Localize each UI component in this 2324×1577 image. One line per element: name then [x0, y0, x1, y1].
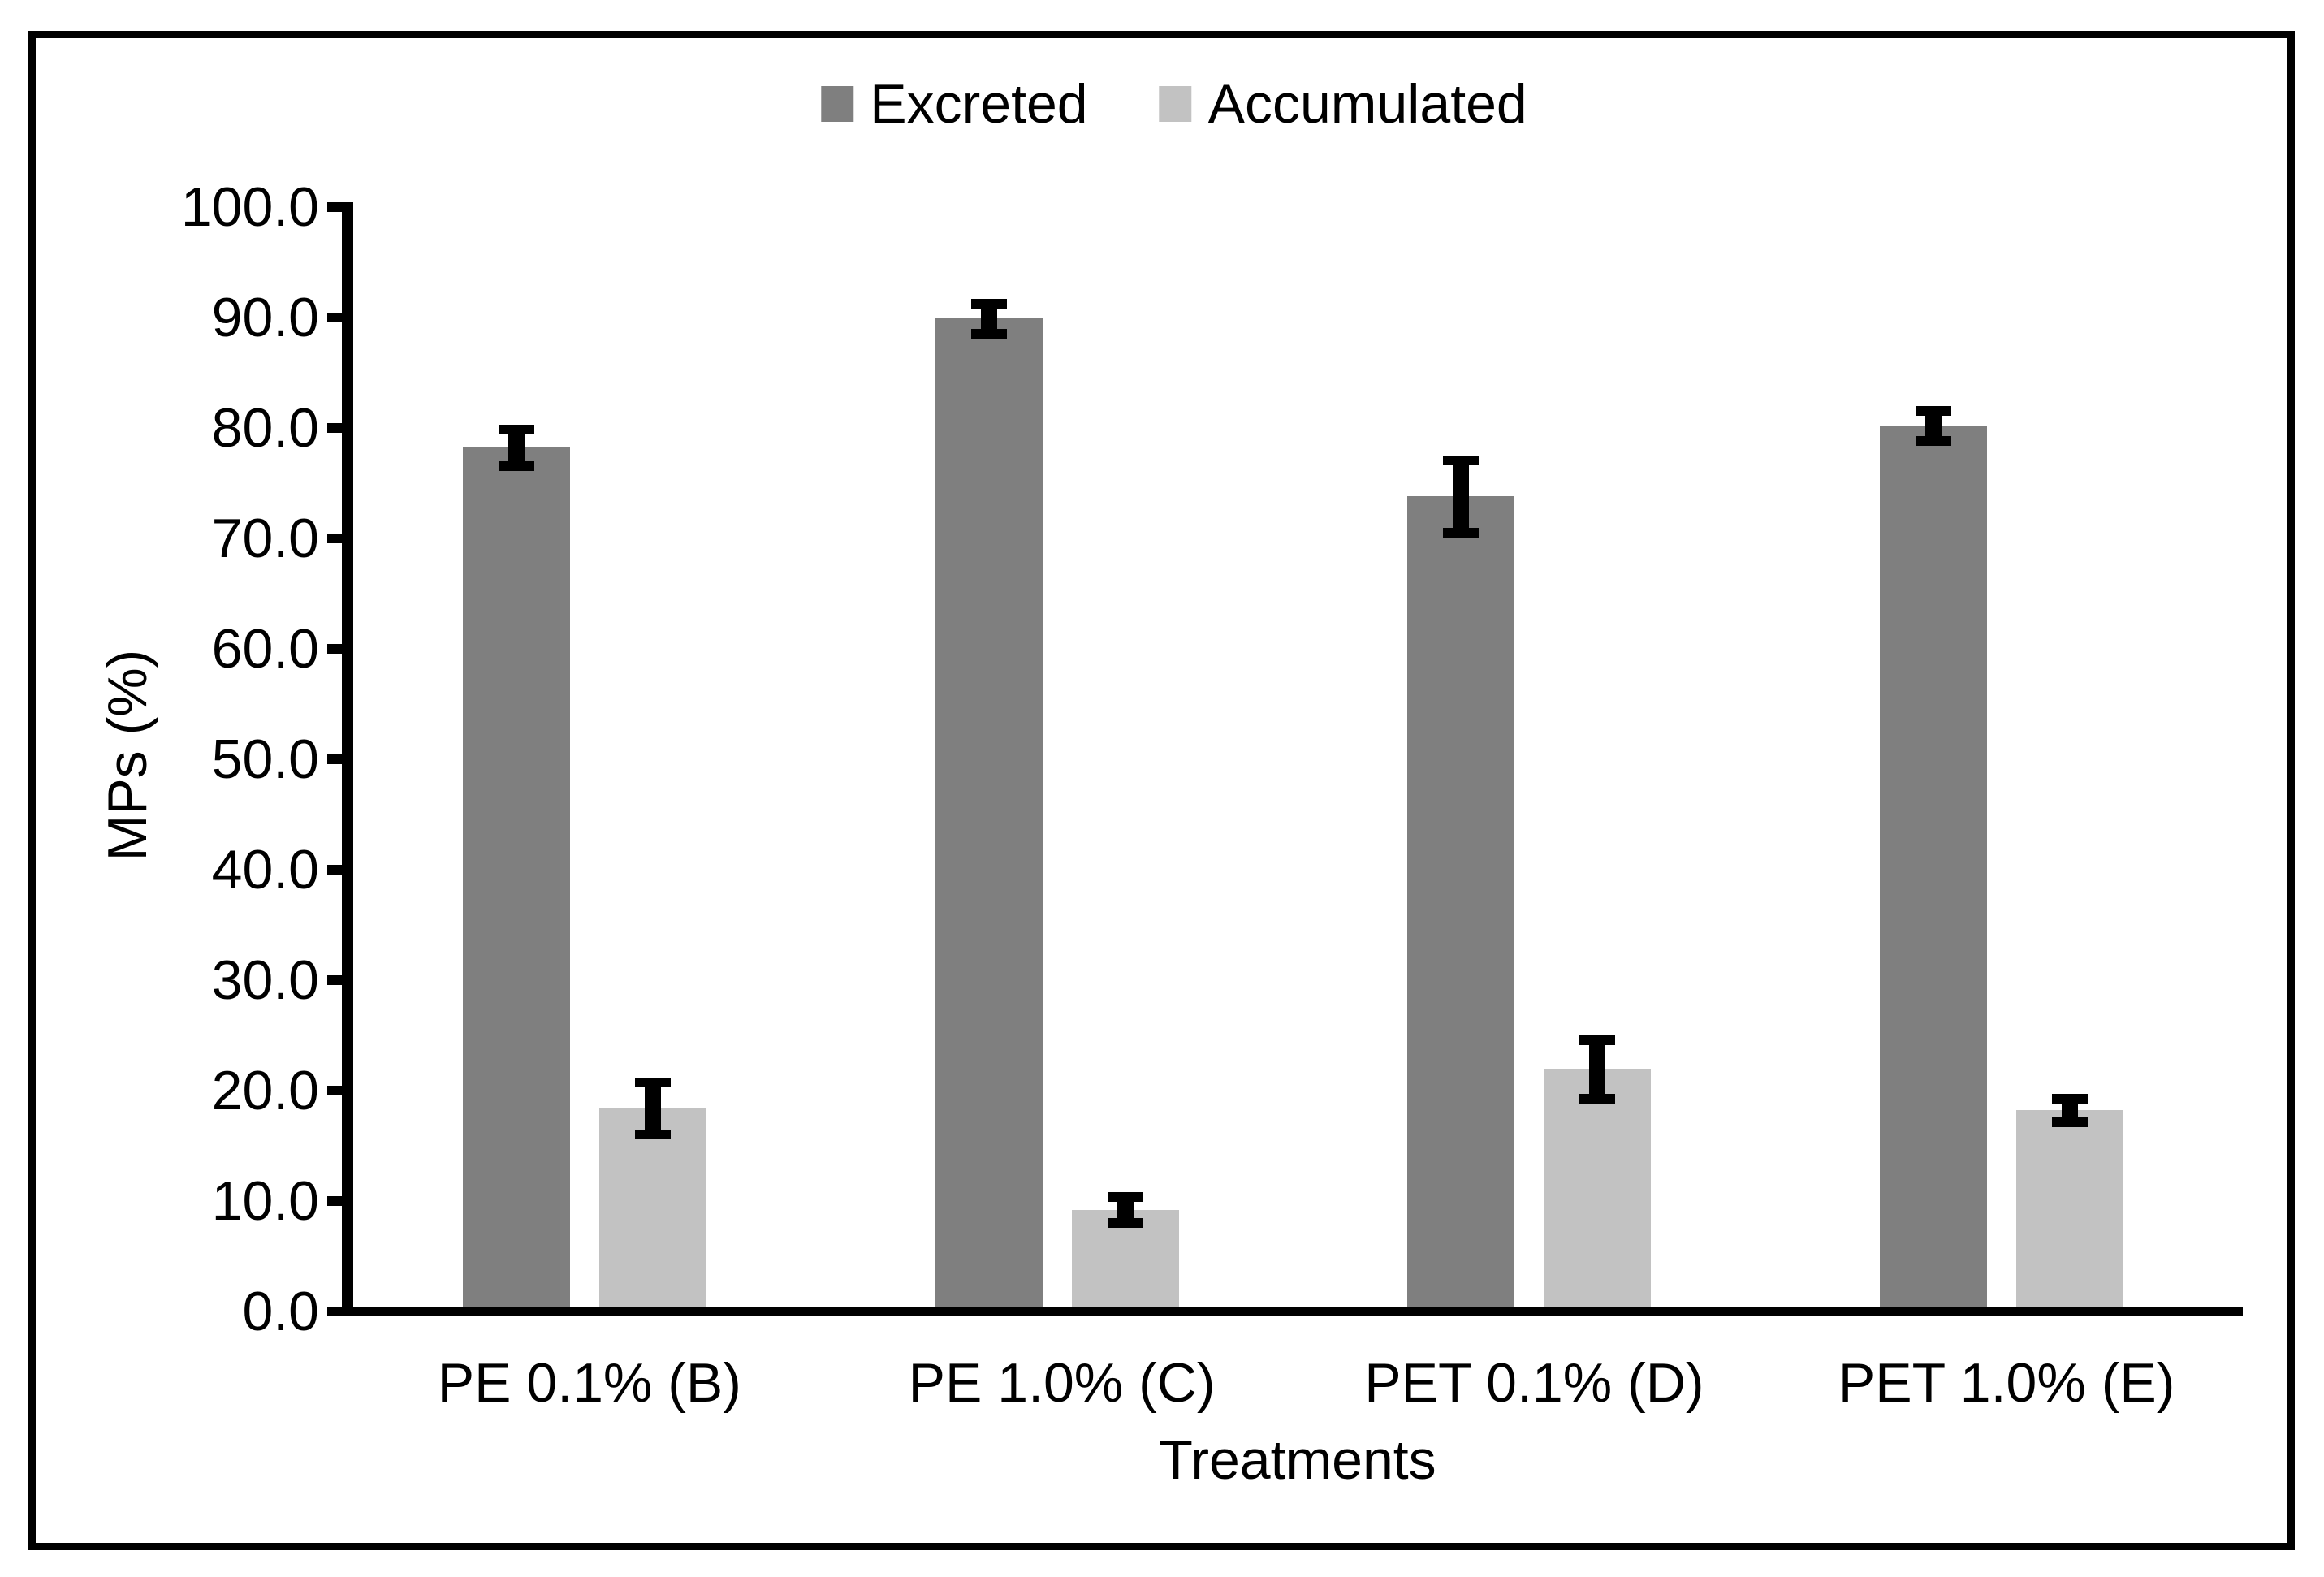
- legend-item-accumulated: Accumulated: [1159, 71, 1527, 136]
- error-bar-whisker: [1589, 1035, 1606, 1104]
- y-tick-mark: [327, 865, 353, 875]
- y-tick-mark: [327, 1086, 353, 1095]
- error-bar-cap-bottom: [1579, 1094, 1616, 1104]
- legend-swatch-excreted: [821, 86, 854, 122]
- y-tick-mark: [327, 534, 353, 543]
- y-tick-label: 30.0: [211, 949, 319, 1011]
- y-tick-label: 80.0: [211, 397, 319, 459]
- bar-excreted-1: [462, 447, 570, 1311]
- y-tick-mark: [327, 313, 353, 322]
- y-tick-mark: [327, 1307, 353, 1316]
- bar-excreted-3: [1407, 496, 1515, 1311]
- error-bar-whisker: [508, 424, 525, 472]
- bar-accumulated-4: [2016, 1110, 2124, 1311]
- error-bar-cap-bottom: [2052, 1117, 2089, 1127]
- y-tick-mark: [327, 202, 353, 212]
- y-tick-mark: [327, 975, 353, 985]
- x-category-label: PET 0.1% (D): [1364, 1352, 1704, 1414]
- error-bar-cap-bottom: [634, 1129, 671, 1139]
- legend-swatch-accumulated: [1159, 86, 1192, 122]
- error-bar-cap-top: [634, 1077, 671, 1087]
- error-bar-whisker: [1925, 405, 1942, 446]
- error-bar-whisker: [644, 1077, 661, 1139]
- chart-legend: Excreted Accumulated: [821, 71, 1527, 136]
- error-bar-whisker: [1453, 456, 1470, 538]
- y-tick-mark: [327, 423, 353, 433]
- x-axis-line: [342, 1307, 2243, 1316]
- x-category-label: PET 1.0% (E): [1838, 1352, 2175, 1414]
- error-bar-cap-top: [1916, 405, 1952, 416]
- x-category-label: PE 0.1% (B): [437, 1352, 741, 1414]
- y-tick-label: 90.0: [211, 287, 319, 348]
- error-bar-cap-bottom: [1443, 527, 1479, 538]
- legend-label: Excreted: [870, 73, 1088, 135]
- y-tick-label: 60.0: [211, 618, 319, 680]
- bar-accumulated-3: [1544, 1069, 1652, 1311]
- y-tick-label: 20.0: [211, 1060, 319, 1121]
- error-bar-cap-top: [2052, 1094, 2089, 1104]
- error-bar-cap-top: [1443, 456, 1479, 465]
- bar-accumulated-1: [598, 1108, 706, 1311]
- error-bar-cap-bottom: [498, 461, 534, 472]
- x-axis-title: Treatments: [1159, 1429, 1436, 1491]
- error-bar-cap-bottom: [1107, 1217, 1143, 1228]
- x-category-label: PE 1.0% (C): [908, 1352, 1216, 1414]
- bar-excreted-4: [1880, 426, 1988, 1311]
- legend-item-excreted: Excreted: [821, 71, 1088, 136]
- y-tick-mark: [327, 644, 353, 654]
- bar-excreted-2: [935, 318, 1043, 1311]
- y-tick-label: 100.0: [180, 176, 319, 238]
- error-bar-cap-top: [970, 298, 1007, 309]
- error-bar-cap-bottom: [1916, 435, 1952, 446]
- error-bar-cap-bottom: [970, 328, 1007, 339]
- error-bar-cap-top: [1107, 1192, 1143, 1203]
- y-tick-label: 70.0: [211, 508, 319, 569]
- legend-label: Accumulated: [1207, 73, 1527, 135]
- y-tick-mark: [327, 1196, 353, 1206]
- y-tick-label: 50.0: [211, 728, 319, 790]
- y-tick-label: 0.0: [242, 1281, 319, 1342]
- y-tick-mark: [327, 754, 353, 764]
- y-tick-label: 40.0: [211, 839, 319, 901]
- error-bar-whisker: [980, 298, 997, 339]
- error-bar-cap-top: [1579, 1035, 1616, 1045]
- y-tick-label: 10.0: [211, 1170, 319, 1232]
- error-bar-cap-top: [498, 424, 534, 434]
